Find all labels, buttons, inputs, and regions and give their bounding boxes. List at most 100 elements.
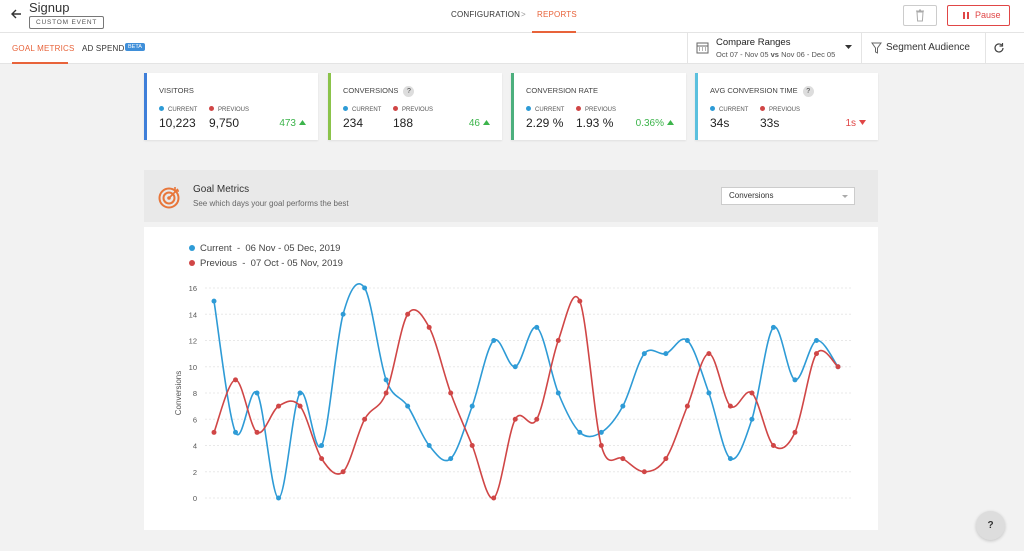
data-point bbox=[512, 416, 518, 422]
data-point bbox=[555, 390, 561, 396]
panel-title: Goal Metrics bbox=[193, 184, 250, 195]
y-tick-label: 12 bbox=[189, 337, 197, 346]
tab-goal-metrics[interactable]: GOAL METRICS bbox=[12, 44, 75, 53]
trend-arrow-shape bbox=[299, 120, 306, 125]
y-tick-label: 16 bbox=[189, 284, 197, 293]
legend-marker bbox=[189, 245, 195, 251]
y-axis-label: Conversions bbox=[174, 371, 183, 415]
compare-title[interactable]: Compare Ranges bbox=[716, 37, 791, 48]
current-value: 34s bbox=[710, 116, 730, 130]
current-label: CURRENT bbox=[710, 106, 748, 113]
top-bar: Signup CUSTOM EVENT CONFIGURATION > REPO… bbox=[0, 0, 1024, 33]
data-point bbox=[405, 403, 411, 409]
previous-dot bbox=[576, 106, 581, 111]
metric-select[interactable]: Conversions bbox=[721, 187, 855, 205]
data-point bbox=[469, 403, 475, 409]
current-dot bbox=[343, 106, 348, 111]
back-button[interactable] bbox=[10, 8, 22, 20]
previous-label-text: PREVIOUS bbox=[769, 107, 801, 113]
pause-button[interactable]: Pause bbox=[947, 5, 1010, 26]
tab-underline bbox=[12, 62, 68, 64]
previous-label: PREVIOUS bbox=[576, 106, 616, 113]
metric-delta: 0.36% bbox=[636, 118, 676, 129]
beta-badge: BETA bbox=[125, 43, 145, 51]
data-point bbox=[512, 364, 518, 370]
data-point bbox=[491, 338, 497, 343]
active-underline bbox=[532, 31, 576, 33]
y-tick-label: 8 bbox=[193, 389, 197, 398]
data-point bbox=[448, 456, 454, 462]
previous-dot bbox=[760, 106, 765, 111]
legend-marker bbox=[189, 260, 195, 266]
data-point bbox=[792, 377, 798, 383]
current-label: CURRENT bbox=[526, 106, 564, 113]
data-point bbox=[555, 338, 561, 343]
data-point bbox=[534, 324, 540, 330]
metric-title: CONVERSION RATE bbox=[526, 86, 598, 95]
data-point bbox=[254, 429, 260, 435]
current-value: 2.29 % bbox=[526, 116, 564, 130]
step-reports[interactable]: REPORTS bbox=[537, 10, 577, 19]
divider bbox=[985, 33, 986, 64]
data-point bbox=[641, 469, 647, 475]
data-point bbox=[340, 311, 346, 317]
data-point bbox=[727, 456, 733, 462]
metric-title-text: AVG CONVERSION TIME bbox=[710, 86, 798, 95]
previous-label: PREVIOUS bbox=[393, 106, 433, 113]
metric-title-text: VISITORS bbox=[159, 86, 194, 95]
goal-icon bbox=[158, 187, 180, 209]
data-point bbox=[491, 495, 497, 501]
metric-card: CONVERSIONS? CURRENT PREVIOUS 234 188 46 bbox=[328, 73, 502, 140]
divider bbox=[861, 33, 862, 64]
trash-icon bbox=[916, 9, 924, 22]
delta-value: 46 bbox=[468, 118, 480, 129]
trend-arrow-shape bbox=[483, 120, 490, 125]
dropdown-caret[interactable] bbox=[845, 45, 852, 50]
metric-title: VISITORS bbox=[159, 86, 194, 95]
data-point bbox=[706, 351, 712, 357]
current-label-text: CURRENT bbox=[352, 107, 382, 113]
metric-help[interactable]: ? bbox=[802, 86, 814, 97]
delta-value: 473 bbox=[279, 118, 296, 129]
metric-delta: 46 bbox=[469, 118, 492, 129]
data-point bbox=[340, 469, 346, 475]
chart-panel: 0 2 4 6 8 10 12 14 16 Conversions Current - 06 Nov… bbox=[144, 227, 878, 530]
previous-label: PREVIOUS bbox=[760, 106, 800, 113]
data-point bbox=[534, 416, 540, 422]
data-point bbox=[211, 429, 217, 435]
tab-ad-spend[interactable]: AD SPEND bbox=[82, 44, 125, 53]
divider bbox=[687, 33, 688, 64]
metric-delta: 473 bbox=[279, 118, 308, 129]
data-point bbox=[469, 443, 475, 448]
data-point bbox=[276, 495, 282, 501]
metric-card: AVG CONVERSION TIME? CURRENT PREVIOUS 34s 33… bbox=[695, 73, 878, 140]
delta-value: 0.36% bbox=[635, 118, 664, 129]
filter-icon bbox=[871, 42, 882, 54]
data-point bbox=[598, 443, 604, 448]
y-tick-label: 2 bbox=[193, 468, 197, 477]
data-point bbox=[276, 403, 282, 409]
data-point bbox=[577, 298, 583, 304]
current-label-text: CURRENT bbox=[168, 107, 198, 113]
segment-audience[interactable]: Segment Audience bbox=[886, 42, 970, 53]
y-tick-label: 6 bbox=[193, 415, 197, 424]
step-separator: > bbox=[521, 10, 526, 19]
panel-subtitle: See which days your goal performs the be… bbox=[193, 199, 349, 208]
step-configuration[interactable]: CONFIGURATION bbox=[451, 10, 521, 19]
data-point bbox=[233, 429, 239, 435]
trend-arrow bbox=[667, 120, 674, 125]
range-vs: vs bbox=[770, 50, 779, 59]
legend-entry: Current - 06 Nov - 05 Dec, 2019 bbox=[200, 243, 340, 254]
data-point bbox=[362, 285, 368, 291]
metric-card: VISITORS CURRENT PREVIOUS 10,223 9,750 473 bbox=[144, 73, 318, 140]
refresh-button[interactable] bbox=[993, 42, 1005, 54]
delete-button[interactable] bbox=[903, 5, 937, 26]
previous-label-text: PREVIOUS bbox=[218, 107, 250, 113]
data-point bbox=[319, 443, 325, 448]
metric-help[interactable]: ? bbox=[403, 86, 415, 97]
current-dot bbox=[526, 106, 531, 111]
data-point bbox=[426, 443, 432, 448]
delta-value: 1s bbox=[845, 118, 856, 129]
data-point bbox=[598, 429, 604, 435]
help-button[interactable]: ? bbox=[976, 511, 1005, 540]
